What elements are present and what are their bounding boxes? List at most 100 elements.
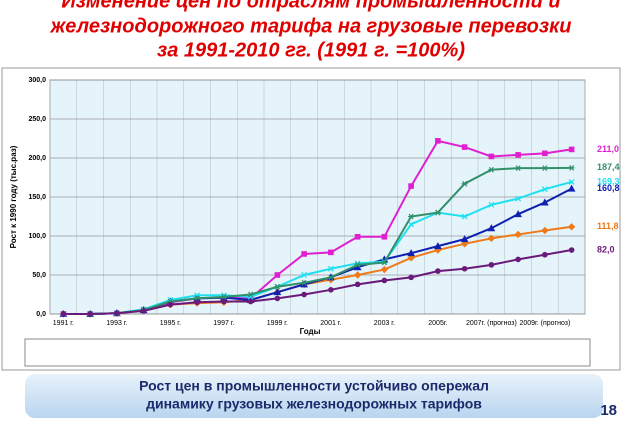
y-tick-label: 300,0 (28, 77, 46, 84)
marker (353, 271, 362, 279)
x-tick-label: 2003 г. (374, 320, 395, 327)
series-line (63, 249, 572, 315)
marker (487, 224, 496, 232)
legend (24, 338, 591, 367)
x-tick-label: 1999 г. (267, 320, 288, 327)
marker (408, 221, 415, 228)
x-tick-label: 1991 г. (53, 320, 74, 327)
marker (434, 209, 441, 216)
marker (568, 164, 575, 171)
marker (568, 247, 575, 253)
y-tick-label: 250,0 (28, 116, 46, 123)
marker (541, 165, 548, 172)
data-label: 160,8 (597, 183, 620, 193)
marker (460, 240, 469, 248)
marker (461, 213, 468, 220)
marker (435, 138, 441, 144)
marker (461, 265, 468, 272)
data-label: 82,0 (597, 244, 615, 254)
x-axis-title: Годы (300, 327, 321, 336)
y-tick-label: 50,0 (32, 272, 46, 279)
marker (488, 166, 495, 173)
x-tick-label: 2005г. (428, 320, 447, 327)
conclusion-line: Рост цен в промышленности устойчиво опер… (139, 378, 489, 394)
marker (354, 233, 361, 240)
marker (461, 180, 468, 187)
page-number: 18 (600, 402, 617, 419)
marker (514, 230, 522, 239)
data-label: 169,3 (597, 176, 620, 186)
marker (247, 291, 254, 298)
marker (247, 298, 254, 305)
marker (460, 235, 469, 243)
y-tick-label: 0,0 (36, 311, 46, 318)
x-tick-label: 2001 г. (320, 320, 341, 327)
marker (221, 298, 227, 305)
marker (273, 288, 282, 296)
marker (515, 195, 522, 202)
marker (515, 256, 521, 263)
marker (541, 198, 549, 206)
marker (381, 259, 388, 266)
marker (488, 201, 495, 208)
marker (542, 150, 548, 157)
marker (568, 178, 575, 185)
marker (541, 186, 548, 193)
marker (381, 233, 388, 240)
marker (407, 249, 415, 257)
marker (274, 272, 281, 278)
x-tick-label: 1997 г. (213, 320, 234, 327)
marker (568, 146, 575, 153)
marker (274, 295, 281, 302)
conclusion-box (25, 374, 603, 418)
y-axis-title: Рост к 1990 году (тыс.раз) (9, 145, 18, 248)
x-tick-label: 1993 г. (106, 320, 127, 327)
marker (567, 184, 576, 192)
marker (567, 223, 576, 231)
marker (328, 249, 334, 256)
marker (274, 283, 281, 290)
y-tick-label: 200,0 (28, 155, 46, 162)
marker (354, 281, 361, 288)
series-line (63, 166, 572, 315)
marker (140, 308, 147, 314)
marker (408, 213, 415, 220)
marker (408, 183, 414, 189)
marker (380, 265, 389, 274)
slide-title-line: за 1991-2010 гг. (1991 г. =100%) (157, 39, 465, 61)
marker (515, 152, 521, 158)
marker (488, 262, 495, 268)
marker (301, 279, 308, 286)
marker (515, 165, 522, 172)
marker (435, 268, 441, 274)
marker (60, 311, 67, 317)
marker (487, 234, 496, 243)
marker (301, 272, 308, 278)
y-tick-label: 100,0 (28, 233, 46, 240)
marker (434, 242, 442, 250)
x-tick-label: 1995 г. (160, 320, 181, 327)
slide-title-line: железнодорожного тарифа на грузовые пере… (50, 15, 572, 37)
marker (541, 226, 549, 235)
marker (514, 210, 522, 218)
data-label: 187,4 (597, 162, 620, 172)
marker (408, 274, 414, 281)
data-label: 111,8 (597, 221, 619, 231)
x-tick-label: 2009г. (прогноз) (519, 320, 570, 327)
marker (488, 153, 495, 160)
marker (114, 310, 120, 317)
marker (542, 251, 548, 258)
marker (301, 251, 307, 257)
marker (354, 261, 361, 268)
data-label: 211,0 (597, 144, 619, 154)
marker (194, 299, 200, 306)
conclusion-line: динамику грузовых железнодорожных тарифо… (146, 396, 482, 412)
y-tick-label: 150,0 (28, 194, 46, 201)
marker (301, 291, 307, 298)
marker (327, 265, 334, 272)
x-tick-label: 2007г. (прогноз) (466, 320, 517, 327)
marker (328, 287, 334, 293)
marker (327, 274, 334, 281)
